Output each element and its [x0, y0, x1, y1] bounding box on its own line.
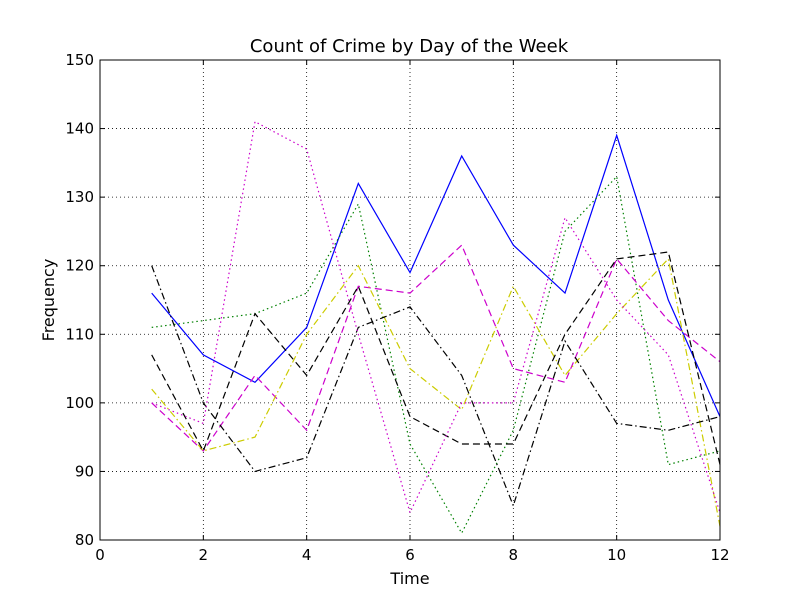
series-line-7	[151, 120, 721, 515]
series-line-6	[151, 265, 721, 508]
y-tick-label: 110	[65, 325, 94, 343]
series-line-3	[151, 244, 721, 452]
y-tick-label: 90	[75, 462, 94, 480]
y-tick-label: 140	[65, 120, 94, 138]
y-tick-label: 150	[65, 51, 94, 69]
grid	[100, 60, 720, 540]
series-line-2	[151, 175, 721, 535]
y-tick-label: 120	[65, 257, 94, 275]
series-line-4	[151, 257, 721, 527]
series-line-1	[151, 133, 721, 417]
x-tick-label: 0	[95, 546, 105, 564]
x-tick-label: 2	[199, 546, 209, 564]
x-tick-label: 12	[710, 546, 729, 564]
series-line-5	[151, 251, 721, 465]
x-tick-label: 4	[302, 546, 312, 564]
y-tick-label: 100	[65, 394, 94, 412]
x-tick-label: 6	[405, 546, 415, 564]
x-axis-label: Time	[389, 569, 429, 588]
x-tick-labels: 0 2 4 6 8 10 12	[95, 546, 729, 564]
x-tick-label: 10	[607, 546, 626, 564]
x-tick-label: 8	[509, 546, 519, 564]
series-lines	[151, 120, 721, 535]
y-axis-label: Frequency	[39, 259, 58, 342]
tick-marks	[99, 59, 721, 541]
y-tick-label: 80	[75, 531, 94, 549]
chart-title: Count of Crime by Day of the Week	[250, 36, 569, 57]
y-tick-label: 130	[65, 188, 94, 206]
y-tick-labels: 80 90 100 110 120 130 140 150	[65, 51, 94, 549]
